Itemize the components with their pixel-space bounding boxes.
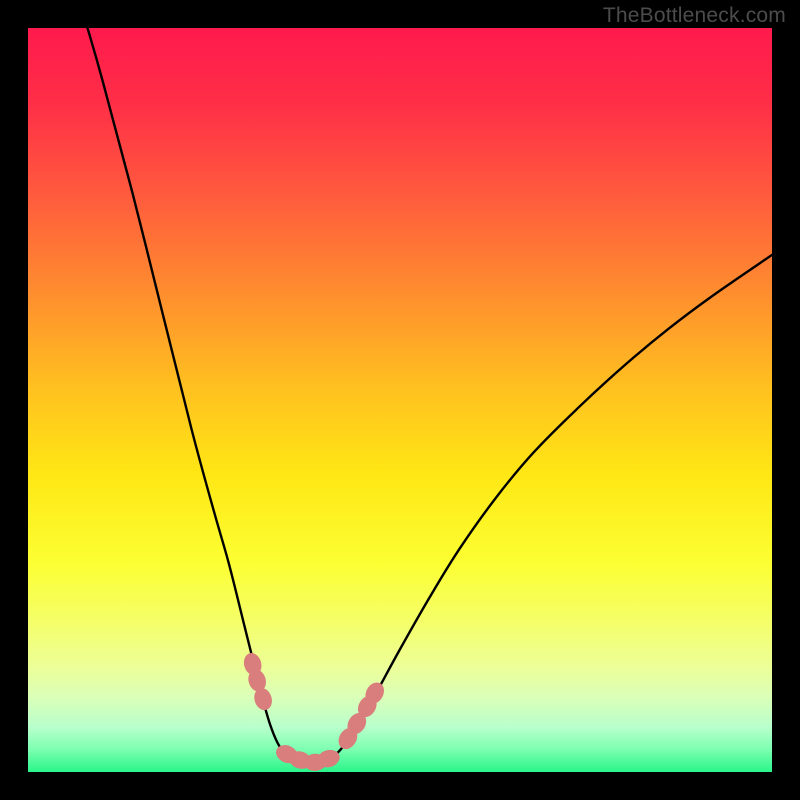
chart-frame: TheBottleneck.com — [0, 0, 800, 800]
watermark-text: TheBottleneck.com — [603, 4, 786, 28]
bottleneck-curve — [88, 28, 772, 765]
plot-area — [28, 28, 772, 772]
curve-layer — [28, 28, 772, 772]
